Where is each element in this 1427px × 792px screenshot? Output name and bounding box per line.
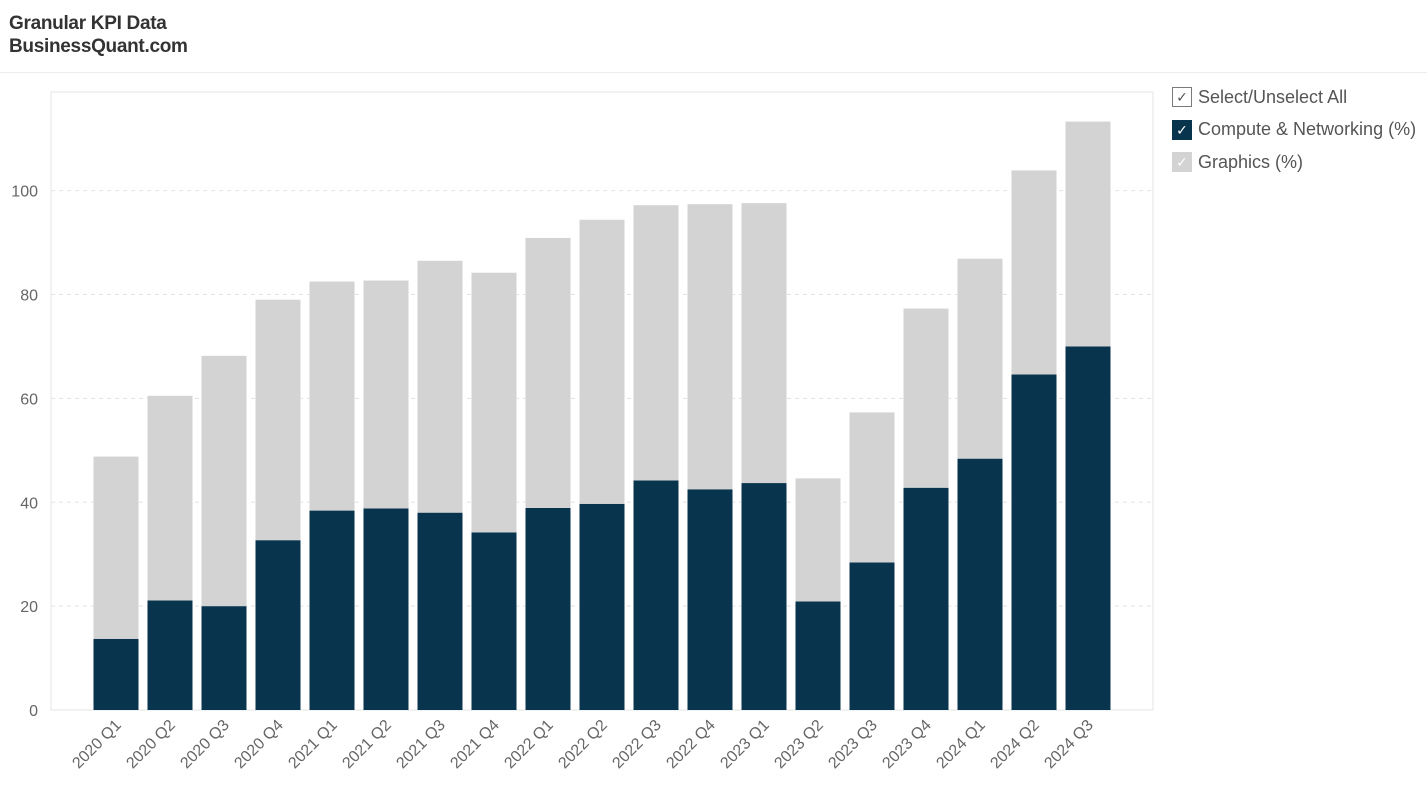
legend-label-compute-networking: Compute & Networking (%) <box>1198 119 1417 139</box>
bar-compute-networking <box>309 510 355 710</box>
legend-item-graphics[interactable]: ✓ Graphics (%) <box>1172 151 1416 173</box>
chart-title: Granular KPI Data <box>9 13 167 34</box>
y-tick-label: 20 <box>20 599 38 616</box>
x-tick-label: 2023 Q1 <box>717 717 772 772</box>
bar-compute-networking <box>363 508 409 710</box>
checkbox-check-icon[interactable]: ✓ <box>1172 152 1192 172</box>
bar-graphics <box>309 281 355 511</box>
checkbox-check-icon[interactable]: ✓ <box>1172 119 1192 140</box>
x-tick-label: 2023 Q2 <box>771 717 826 772</box>
y-tick-label: 40 <box>20 495 38 512</box>
x-tick-label: 2021 Q3 <box>393 717 448 772</box>
bar-compute-networking <box>741 483 787 710</box>
bar-graphics <box>633 205 679 481</box>
legend-label-select-all: Select/Unselect All <box>1198 86 1348 107</box>
x-tick-label: 2022 Q2 <box>555 717 610 772</box>
bar-compute-networking <box>579 503 625 710</box>
bar-graphics <box>1065 121 1111 347</box>
x-tick-label: 2023 Q3 <box>825 717 880 772</box>
x-tick-label: 2022 Q1 <box>501 717 556 772</box>
bar-graphics <box>687 204 733 490</box>
x-tick-label: 2020 Q1 <box>69 717 124 772</box>
chart-subtitle: BusinessQuant.com <box>9 36 188 57</box>
bar-graphics <box>255 299 301 541</box>
x-tick-label: 2024 Q3 <box>1041 717 1096 772</box>
chart-header: Granular KPI Data BusinessQuant.com <box>9 12 188 58</box>
bar-compute-networking <box>1011 374 1057 710</box>
bar-compute-networking <box>147 600 193 710</box>
bar-graphics <box>1011 170 1057 375</box>
bar-graphics <box>363 280 409 509</box>
bar-graphics <box>903 308 949 488</box>
bar-graphics <box>957 258 1003 459</box>
x-tick-label: 2024 Q1 <box>933 717 988 772</box>
bar-graphics <box>849 412 895 563</box>
x-tick-label: 2022 Q4 <box>663 717 718 772</box>
bar-compute-networking <box>957 458 1003 710</box>
bar-graphics <box>795 478 841 602</box>
bar-compute-networking <box>1065 346 1111 710</box>
y-tick-label: 80 <box>20 288 38 305</box>
legend-item-select-all[interactable]: ✓ Select/Unselect All <box>1172 86 1416 108</box>
bar-graphics <box>741 203 787 484</box>
bar-compute-networking <box>849 562 895 710</box>
bar-graphics <box>417 260 463 513</box>
x-tick-label: 2021 Q2 <box>339 717 394 772</box>
header-divider <box>0 72 1427 73</box>
bar-compute-networking <box>795 601 841 710</box>
bar-compute-networking <box>633 480 679 710</box>
bar-graphics <box>579 219 625 504</box>
bar-graphics <box>93 456 139 639</box>
bar-graphics <box>147 395 193 601</box>
bar-graphics <box>471 272 517 533</box>
x-tick-label: 2020 Q4 <box>231 717 286 772</box>
bar-graphics <box>525 237 571 508</box>
legend-label-graphics: Graphics (%) <box>1198 151 1304 172</box>
y-tick-label: 0 <box>29 703 38 720</box>
bar-compute-networking <box>903 487 949 710</box>
bar-compute-networking <box>687 489 733 710</box>
legend: ✓ Select/Unselect All ✓ Compute & Networ… <box>1172 86 1416 184</box>
y-tick-label: 100 <box>11 184 38 201</box>
x-tick-label: 2021 Q1 <box>285 717 340 772</box>
x-tick-label: 2022 Q3 <box>609 717 664 772</box>
bar-compute-networking <box>93 638 139 710</box>
x-tick-label: 2020 Q3 <box>177 717 232 772</box>
bar-compute-networking <box>417 512 463 710</box>
legend-item-compute-networking[interactable]: ✓ Compute & Networking (%) <box>1172 119 1416 141</box>
x-tick-label: 2020 Q2 <box>123 717 178 772</box>
bar-graphics <box>201 355 247 607</box>
bar-compute-networking <box>201 606 247 710</box>
y-tick-label: 60 <box>20 391 38 408</box>
bar-compute-networking <box>525 507 571 710</box>
checkbox-check-icon[interactable]: ✓ <box>1172 87 1192 107</box>
bar-compute-networking <box>255 540 301 710</box>
x-tick-label: 2023 Q4 <box>879 717 934 772</box>
bar-compute-networking <box>471 532 517 710</box>
x-tick-label: 2024 Q2 <box>987 717 1042 772</box>
x-tick-label: 2021 Q4 <box>447 717 502 772</box>
